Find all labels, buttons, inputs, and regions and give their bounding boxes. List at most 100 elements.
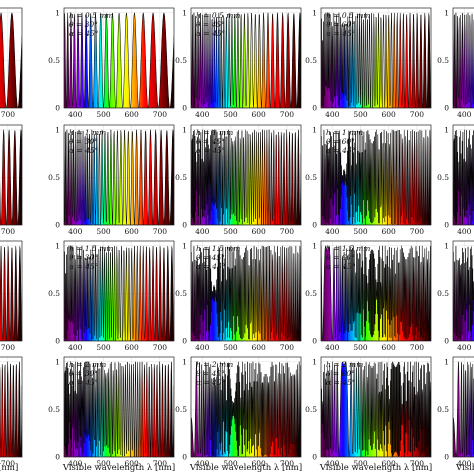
spectrum-area	[453, 12, 474, 108]
spectrum-area	[0, 361, 22, 457]
y-tick-label: 0	[312, 221, 317, 230]
x-tick-label: 600	[125, 110, 140, 119]
y-tick-label: 0	[182, 221, 187, 230]
spectrum-area	[0, 246, 22, 341]
y-tick-label: 0	[182, 104, 187, 113]
y-tick-label: 0.5	[48, 56, 60, 65]
axes-frame	[63, 240, 175, 342]
x-tick-label: 700	[410, 343, 425, 352]
x-tick-label: 500	[223, 110, 238, 119]
param-annotation: h = 2 mm	[69, 360, 106, 369]
y-tick-label: 1	[182, 241, 187, 250]
y-tick-label: 1	[55, 8, 60, 17]
y-tick-label: 1	[55, 357, 60, 366]
subplot-r1-c2: 400 500 600 700 0 0.5 1 h = 0.5 mmθ = 30°α = 45…	[48, 7, 175, 119]
x-axis-label: Visib	[455, 463, 474, 473]
x-tick-label: 600	[252, 343, 267, 352]
x-tick-label: 500	[223, 227, 238, 236]
y-tick-label: 0.5	[175, 173, 187, 182]
param-annotation: θ = 60°	[326, 20, 355, 29]
param-annotation: h = 1 mm	[69, 128, 106, 137]
y-tick-label: 0	[312, 337, 317, 346]
axes-frame	[0, 356, 23, 458]
y-tick-label: 0	[55, 453, 60, 462]
y-tick-label: 0	[312, 453, 317, 462]
param-annotation: h = 1 mm	[326, 128, 363, 137]
x-tick-label: 400	[68, 459, 83, 468]
axes-frame	[320, 240, 432, 342]
y-tick-label: 1	[312, 357, 317, 366]
param-annotation: θ = 45°	[196, 20, 225, 29]
y-tick-label: 0.5	[437, 173, 449, 182]
subplot-r3-c2: 400 500 600 700 0 0.5 1 h = 1.5 mmθ = 30°α = 45…	[48, 240, 175, 352]
x-tick-label: 700	[153, 110, 168, 119]
x-tick-label: 500	[96, 459, 111, 468]
param-annotation: θ = 30°	[69, 369, 98, 378]
param-annotation: h = 2 mm	[196, 360, 233, 369]
x-tick-label: 700	[410, 459, 425, 468]
y-tick-label: 0.5	[437, 405, 449, 414]
x-tick-label: 600	[382, 343, 397, 352]
x-tick-label: 700	[410, 110, 425, 119]
x-tick-label: 700	[153, 227, 168, 236]
y-tick-label: 0	[55, 221, 60, 230]
axes-frame	[320, 7, 432, 109]
y-tick-label: 0	[444, 104, 449, 113]
spectrum-area	[321, 129, 431, 225]
x-tick-label: 700	[1, 227, 16, 236]
param-annotation: h = 1.5 mm	[196, 244, 240, 253]
x-tick-label: 400	[325, 227, 340, 236]
axes-frame	[63, 7, 175, 109]
param-annotation: h = 0.5 mm	[69, 11, 113, 20]
y-tick-label: 1	[55, 125, 60, 134]
x-tick-label: 500	[96, 227, 111, 236]
param-annotation: θ = 30°	[69, 20, 98, 29]
param-annotation: α = 45°	[326, 29, 356, 38]
x-tick-label: 700	[410, 227, 425, 236]
x-tick-label: 400	[457, 343, 472, 352]
spectrum-area	[191, 12, 301, 108]
spectrum-area	[0, 12, 22, 108]
spectrum-area	[191, 245, 301, 341]
x-tick-label: 500	[223, 343, 238, 352]
y-tick-label: 0	[312, 104, 317, 113]
axes-frame	[0, 240, 23, 342]
subplot-r4-c4: 400 500 600 700 0 0.5 1 h = 2 mmθ = 60°α = 45°	[305, 356, 432, 468]
axes-frame	[190, 356, 302, 458]
param-annotation: h = 0.5 mm	[196, 11, 240, 20]
param-annotation: α = 45°	[69, 262, 99, 271]
y-tick-label: 0.5	[48, 405, 60, 414]
x-tick-label: 400	[457, 459, 472, 468]
subplot-r4-c3: 400 500 600 700 0 0.5 1 h = 2 mmθ = 45°α = 45°	[175, 356, 302, 468]
x-tick-label: 700	[153, 343, 168, 352]
y-tick-label: 1	[182, 125, 187, 134]
y-tick-label: 1	[312, 125, 317, 134]
x-axis-label: Visible wavelength λ [nm]	[319, 463, 432, 473]
x-tick-label: 600	[382, 227, 397, 236]
y-tick-label: 0	[55, 337, 60, 346]
axes-frame	[452, 124, 474, 226]
y-tick-label: 1	[312, 241, 317, 250]
x-tick-label: 400	[325, 110, 340, 119]
axes-frame	[452, 7, 474, 109]
axes-frame	[190, 7, 302, 109]
spectrum-area	[321, 361, 431, 457]
y-tick-label: 0	[55, 104, 60, 113]
y-tick-label: 0.5	[305, 56, 317, 65]
x-tick-label: 700	[1, 459, 16, 468]
x-tick-label: 700	[153, 459, 168, 468]
spectrum-area	[453, 129, 474, 225]
subplot-r1-c4: 400 500 600 700 0 0.5 1 h = 0.5 mmθ = 60°α = 45…	[305, 7, 432, 119]
x-tick-label: 600	[382, 110, 397, 119]
param-annotation: θ = 30°	[69, 253, 98, 262]
param-annotation: θ = 45°	[196, 137, 225, 146]
x-tick-label: 700	[1, 343, 16, 352]
x-tick-label: 600	[382, 459, 397, 468]
param-annotation: θ = 60°	[326, 137, 355, 146]
y-tick-label: 0.5	[175, 56, 187, 65]
x-axis-label: λ [nm]	[0, 463, 18, 473]
x-tick-label: 500	[223, 459, 238, 468]
